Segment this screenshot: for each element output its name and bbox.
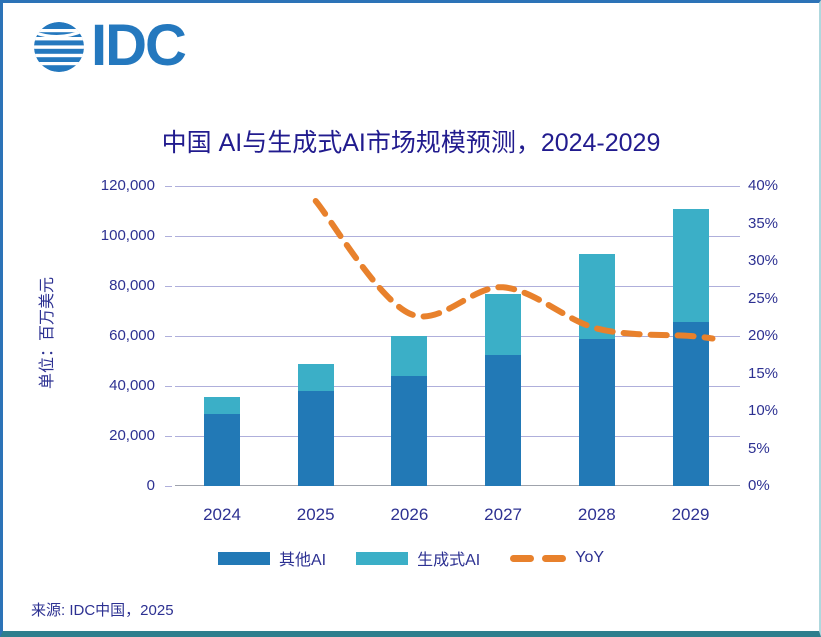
y-axis-tick	[165, 186, 172, 187]
bar-segment-other-ai	[485, 354, 522, 486]
legend-label-other-ai: 其他AI	[278, 552, 327, 569]
bar-segment-genai	[485, 294, 522, 355]
y-axis-tick	[165, 336, 172, 337]
y-axis-left-label: 20,000	[109, 427, 155, 444]
idc-globe-icon	[34, 22, 84, 72]
y-axis-tick	[165, 386, 172, 387]
stacked-bar-2027	[485, 294, 522, 486]
bar-segment-other-ai	[297, 391, 334, 486]
x-axis-label-2027: 2027	[484, 505, 522, 524]
legend-item-other-ai: 其他AI	[217, 546, 327, 570]
y-axis-left-label: 60,000	[109, 327, 155, 344]
gridline	[175, 286, 740, 287]
y-axis-left-label: 120,000	[100, 177, 155, 194]
y-axis-tick	[165, 236, 172, 237]
y-axis-left-label: 40,000	[109, 377, 155, 394]
source-text: 来源: IDC中国，2025	[31, 602, 174, 619]
yoy-dash-swatch	[510, 554, 567, 562]
bar-segment-genai	[297, 364, 334, 391]
y-axis-right-label: 0%	[748, 477, 770, 494]
bar-segment-other-ai	[578, 338, 615, 486]
stacked-bar-2024	[204, 397, 240, 486]
x-axis-label-2026: 2026	[390, 505, 429, 524]
x-axis-label-2024: 2024	[203, 505, 241, 524]
legend-item-yoy: YoY	[510, 549, 604, 567]
stacked-bar-2028	[578, 253, 615, 486]
y-axis-right-label: 15%	[748, 364, 779, 382]
x-axis-label-2028: 2028	[577, 505, 616, 524]
y-axis-right-label: 30%	[748, 252, 779, 269]
bar-segment-genai	[672, 208, 709, 323]
y-axis-left-label: 80,000	[109, 277, 155, 294]
stacked-bar-2029	[672, 208, 709, 486]
y-axis-right-label: 35%	[748, 214, 779, 232]
bar-segment-other-ai	[204, 413, 240, 486]
legend-label-yoy: YoY	[575, 549, 605, 566]
gridline	[175, 436, 740, 437]
genai-swatch	[356, 551, 409, 565]
idc-logo: IDC	[31, 13, 187, 78]
bar-segment-other-ai	[672, 322, 709, 486]
bar-segment-genai	[204, 397, 240, 414]
bar-segment-genai	[391, 336, 428, 376]
stacked-bar-2025	[297, 364, 334, 486]
chart-title: 中国 AI与生成式AI市场规模预测，2024-2029	[161, 129, 661, 157]
y-axis-tick	[165, 486, 172, 487]
gridline	[175, 336, 740, 337]
legend: 其他AI 生成式AI YoY	[3, 546, 819, 570]
gridline	[175, 186, 740, 187]
y-axis-tick	[165, 436, 172, 437]
x-axis-label-2029: 2029	[671, 505, 710, 524]
yoy-line	[312, 198, 716, 342]
bar-segment-other-ai	[391, 376, 428, 486]
y-axis-right-label: 10%	[748, 402, 779, 419]
y-axis-left-label: 100,000	[100, 227, 155, 244]
plot-area	[165, 186, 740, 487]
gridline	[175, 386, 740, 387]
gridline	[175, 236, 740, 237]
idc-logo-text: IDC	[91, 13, 187, 78]
legend-item-genai: 生成式AI	[356, 546, 480, 570]
y-axis-tick	[165, 286, 172, 287]
x-axis-line	[175, 485, 740, 486]
other-ai-swatch	[217, 551, 270, 565]
y-axis-right-label: 25%	[748, 289, 779, 307]
y-axis-right-label: 5%	[748, 439, 770, 457]
y-axis-left-label: 0	[146, 477, 155, 494]
stacked-bar-2026	[391, 336, 428, 486]
legend-label-genai: 生成式AI	[417, 552, 481, 569]
y-axis-right-label: 20%	[748, 327, 779, 344]
yoy-line-layer	[312, 198, 716, 342]
x-axis-label-2025: 2025	[296, 505, 335, 524]
y-axis-right-label: 40%	[748, 177, 779, 194]
